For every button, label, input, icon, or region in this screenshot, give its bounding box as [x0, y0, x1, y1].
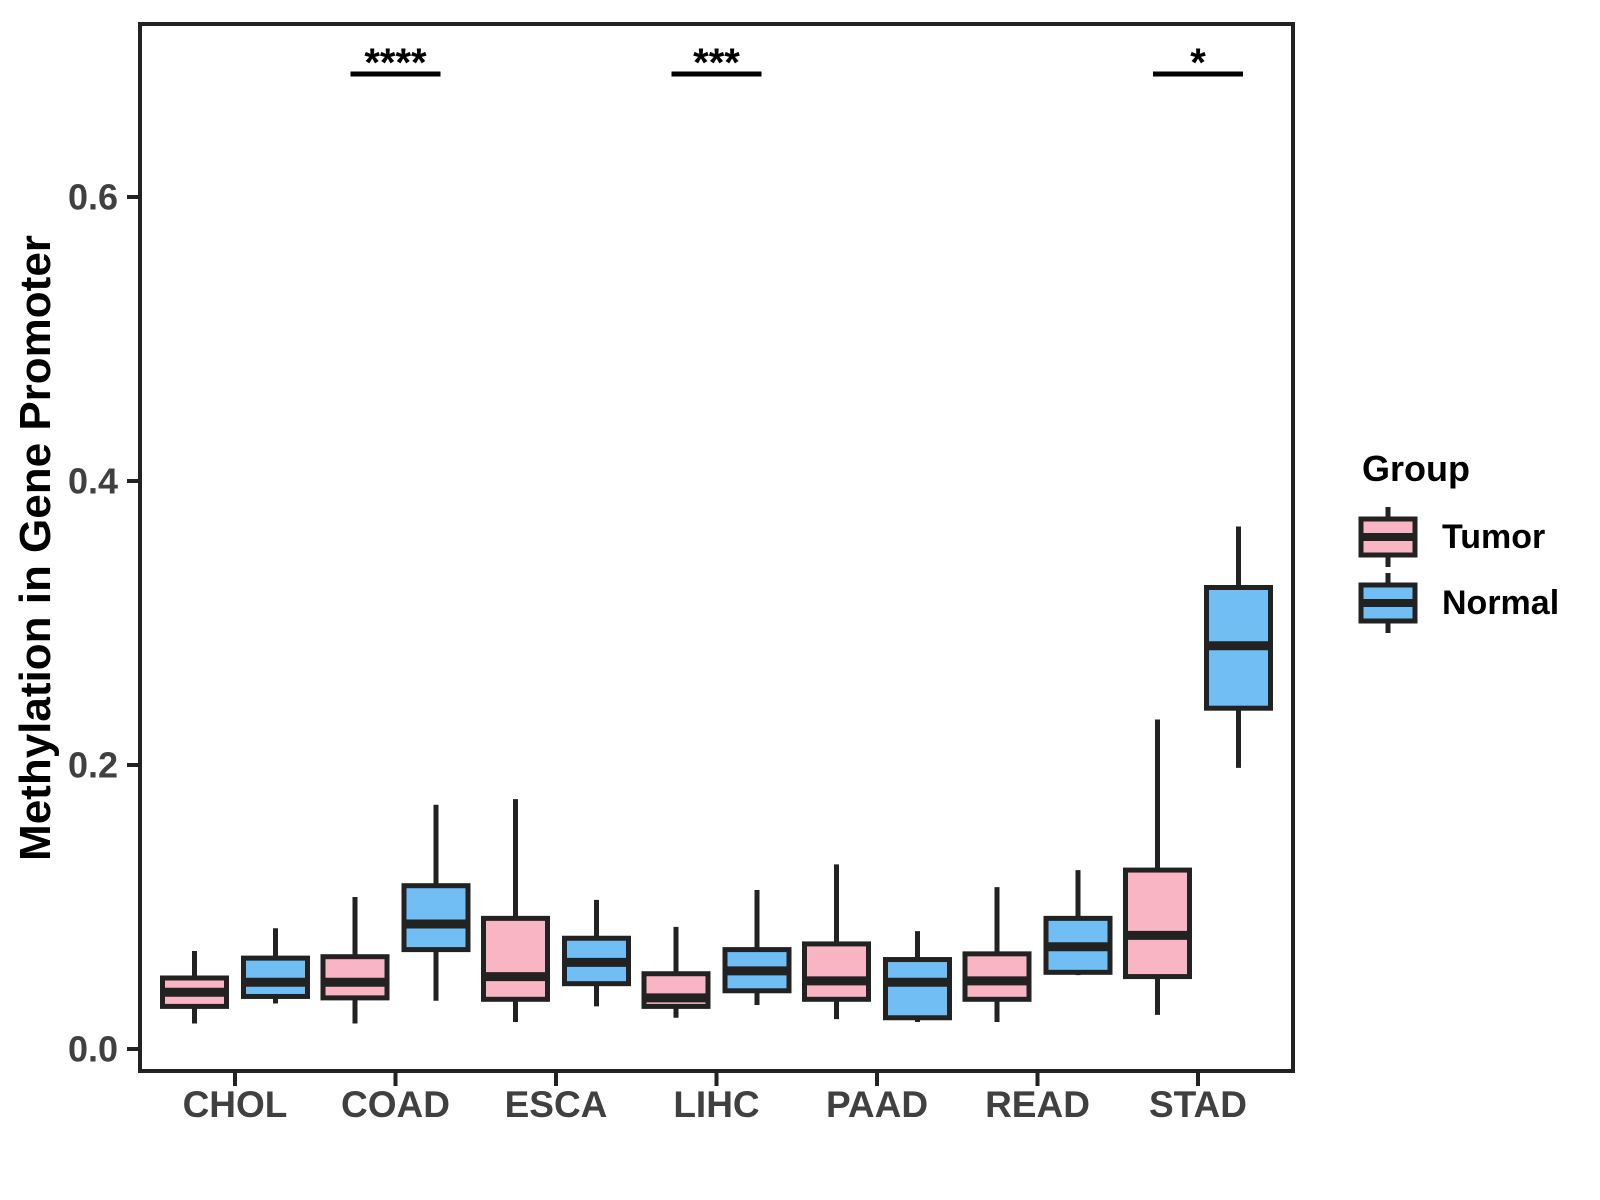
boxplot-read-tumor: [962, 887, 1032, 1023]
y-tick-label: 0.6: [68, 177, 118, 218]
legend-glyph-svg: [1358, 507, 1418, 567]
x-tick-label-esca: ESCA: [505, 1084, 608, 1125]
boxplot-paad-tumor: [802, 864, 871, 1020]
boxplot-esca-tumor: [481, 799, 550, 1023]
y-axis-title: Methylation in Gene Promoter: [11, 235, 60, 861]
legend: Group Tumor Normal: [1358, 448, 1559, 636]
boxplot-chol-normal: [241, 928, 310, 1004]
box: [320, 954, 390, 1001]
legend-glyph-svg: [1358, 573, 1418, 633]
box: [241, 955, 310, 999]
boxplot-stad-normal: [1204, 526, 1273, 768]
boxplot-paad-normal: [883, 931, 952, 1023]
significance-stars: *: [1190, 41, 1206, 85]
legend-label-tumor: Tumor: [1442, 517, 1546, 556]
box: [1123, 867, 1192, 980]
box: [802, 941, 871, 1002]
x-tick-label-lihc: LIHC: [673, 1084, 759, 1125]
box: [481, 915, 550, 1002]
boxplot-chol-tumor: [160, 951, 229, 1024]
boxplot-read-normal: [1043, 870, 1113, 976]
legend-label-normal: Normal: [1442, 583, 1560, 622]
box: [401, 883, 471, 953]
boxplot-esca-normal: [562, 899, 631, 1007]
significance-stad: *: [1153, 41, 1243, 85]
x-tick-label-paad: PAAD: [826, 1084, 928, 1125]
legend-item-normal: Normal: [1358, 570, 1559, 636]
boxplot-stad-tumor: [1123, 719, 1192, 1015]
box: [883, 957, 952, 1021]
significance-stars: ****: [364, 41, 427, 85]
significance-lihc: ***: [671, 41, 762, 85]
x-tick-label-read: READ: [985, 1084, 1090, 1125]
plot-panel: [138, 22, 1295, 1073]
legend-item-tumor: Tumor: [1358, 504, 1559, 570]
tumor-boxplot-glyph: [1358, 505, 1418, 569]
x-tick-label-stad: STAD: [1149, 1084, 1247, 1125]
x-tick-label-chol: CHOL: [183, 1084, 288, 1125]
legend-title: Group: [1362, 448, 1470, 489]
significance-stars: ***: [693, 41, 740, 85]
boxplot-coad-tumor: [320, 897, 390, 1024]
boxplot-coad-normal: [401, 804, 471, 1001]
y-tick-label: 0.4: [68, 461, 118, 502]
y-tick-label: 0.0: [68, 1029, 118, 1070]
x-tick-label-coad: COAD: [341, 1084, 450, 1125]
normal-boxplot-glyph: [1358, 571, 1418, 635]
y-tick-label: 0.2: [68, 745, 118, 786]
boxplot-lihc-tumor: [641, 926, 711, 1018]
significance-coad: ****: [350, 41, 441, 85]
boxplot-lihc-normal: [722, 889, 792, 1005]
